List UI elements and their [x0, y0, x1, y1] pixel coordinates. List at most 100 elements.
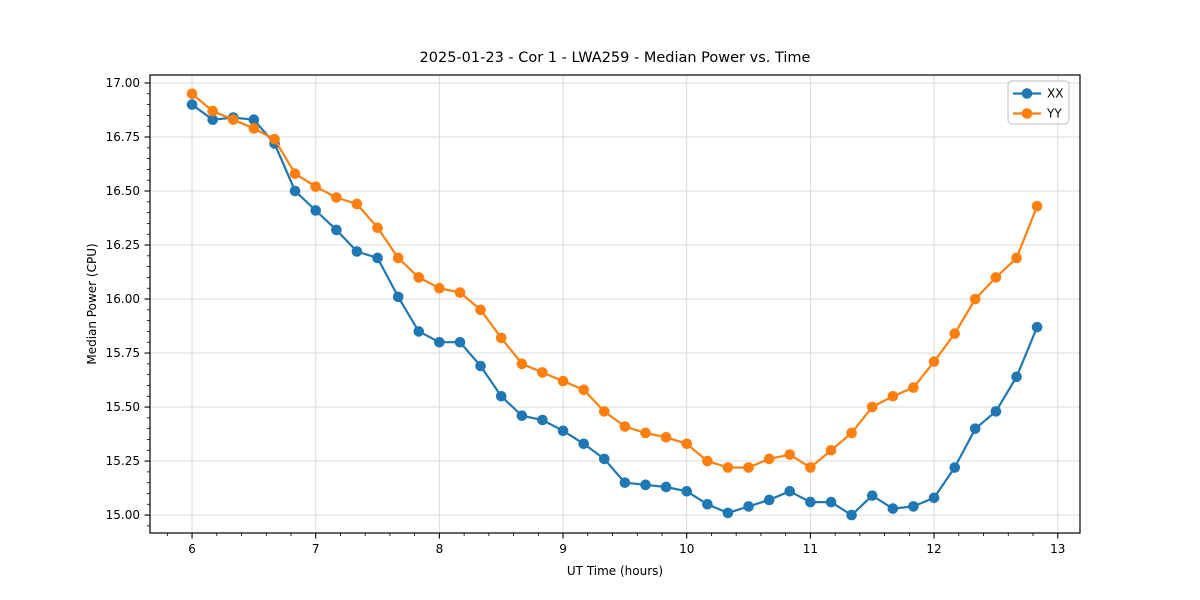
- xx-data-point: [248, 114, 260, 126]
- xx-data-point: [681, 486, 693, 497]
- yy-data-point: [434, 282, 445, 294]
- xx-data-point: [619, 477, 631, 488]
- xx-data-point: [351, 246, 363, 257]
- y-axis-label: Median Power (CPU): [85, 243, 99, 365]
- xx-data-point: [557, 425, 569, 437]
- yy-data-point: [475, 304, 486, 316]
- xx-data-point: [331, 224, 342, 236]
- xx-data-point: [846, 509, 857, 521]
- xx-data-point: [207, 114, 219, 126]
- x-tick-label: 13: [1050, 542, 1065, 556]
- yy-data-point: [454, 287, 466, 298]
- xx-data-point: [598, 453, 610, 465]
- yy-data-point: [186, 88, 198, 100]
- yy-data-point: [598, 406, 610, 417]
- yy-data-point: [392, 252, 404, 264]
- xx-data-point: [702, 498, 713, 510]
- legend-label-yy: YY: [1046, 107, 1062, 121]
- x-tick-label: 8: [436, 542, 444, 556]
- xx-data-point: [578, 438, 590, 450]
- xx-data-point: [825, 496, 837, 508]
- yy-data-point: [557, 375, 569, 387]
- x-tick-label: 7: [312, 542, 320, 556]
- yy-data-point: [331, 192, 342, 203]
- yy-data-point: [846, 427, 857, 439]
- yy-data-point: [681, 438, 693, 450]
- xx-data-point: [722, 507, 734, 519]
- xx-data-point: [887, 503, 899, 514]
- yy-data-point: [743, 462, 754, 473]
- yy-data-point: [887, 390, 899, 402]
- y-tick-label: 15.75: [106, 346, 140, 360]
- yy-data-point: [763, 453, 775, 465]
- xx-data-point: [516, 410, 528, 421]
- yy-data-point: [660, 431, 672, 443]
- xx-data-point: [413, 326, 425, 337]
- yy-data-point: [289, 168, 301, 180]
- xx-data-point: [908, 501, 919, 512]
- xx-data-point: [1011, 371, 1022, 383]
- yy-data-point: [310, 181, 322, 192]
- yy-data-point: [516, 358, 528, 370]
- xx-data-point: [372, 252, 383, 264]
- xx-data-point: [763, 494, 775, 506]
- yy-data-point: [805, 462, 816, 473]
- y-tick-label: 16.25: [106, 238, 140, 252]
- x-tick-label: 10: [679, 542, 694, 556]
- yy-data-point: [640, 427, 651, 439]
- yy-data-point: [866, 401, 878, 413]
- plot-border: [149, 74, 1081, 534]
- x-tick-label: 12: [926, 542, 941, 556]
- xx-data-point: [928, 492, 940, 504]
- xx-data-point: [969, 423, 981, 434]
- yy-data-point: [990, 272, 1002, 283]
- yy-data-point: [908, 382, 919, 393]
- xx-data-point: [784, 486, 796, 497]
- xx-data-point: [1031, 321, 1043, 333]
- x-axis-label: UT Time (hours): [566, 564, 664, 578]
- y-tick-label: 15.50: [106, 400, 140, 414]
- yy-data-point: [495, 332, 507, 344]
- xx-data-point: [990, 406, 1002, 417]
- yy-data-point: [825, 444, 837, 456]
- xx-data-point: [434, 336, 445, 348]
- yy-data-point: [269, 133, 280, 145]
- xx-data-point: [454, 336, 466, 348]
- xx-series-line: [190, 103, 1039, 517]
- xx-data-point: [475, 360, 486, 372]
- xx-data-point: [866, 490, 878, 501]
- xx-data-point: [640, 479, 651, 491]
- yy-data-point: [949, 328, 961, 339]
- yy-data-point: [702, 455, 713, 467]
- xx-data-point: [743, 501, 754, 512]
- x-tick-label: 9: [559, 542, 567, 556]
- yy-data-point: [413, 272, 425, 283]
- yy-data-point: [537, 367, 548, 378]
- yy-data-point: [969, 293, 981, 305]
- yy-data-point: [227, 114, 239, 126]
- yy-data-point: [207, 105, 219, 117]
- yy-data-point: [1011, 252, 1022, 264]
- y-tick-label: 15.00: [106, 508, 140, 522]
- yy-data-point: [928, 356, 940, 367]
- yy-data-point: [784, 449, 796, 460]
- legend-marker-sample: [1021, 108, 1033, 119]
- x-tick-label: 11: [803, 542, 818, 556]
- y-tick-label: 15.25: [106, 454, 140, 468]
- yy-data-point: [351, 198, 363, 210]
- yy-series-line: [190, 92, 1039, 469]
- xx-data-point: [310, 205, 322, 216]
- xx-data-point: [186, 99, 198, 110]
- xx-data-point: [660, 481, 672, 493]
- xx-data-point: [392, 291, 404, 303]
- yy-data-point: [1031, 200, 1043, 212]
- xx-data-point: [537, 414, 548, 426]
- xx-data-point: [495, 390, 507, 402]
- xx-data-point: [949, 462, 961, 473]
- yy-data-point: [722, 462, 734, 473]
- y-tick-label: 16.00: [106, 292, 140, 306]
- y-tick-label: 16.75: [106, 130, 140, 144]
- y-tick-label: 17.00: [106, 76, 140, 90]
